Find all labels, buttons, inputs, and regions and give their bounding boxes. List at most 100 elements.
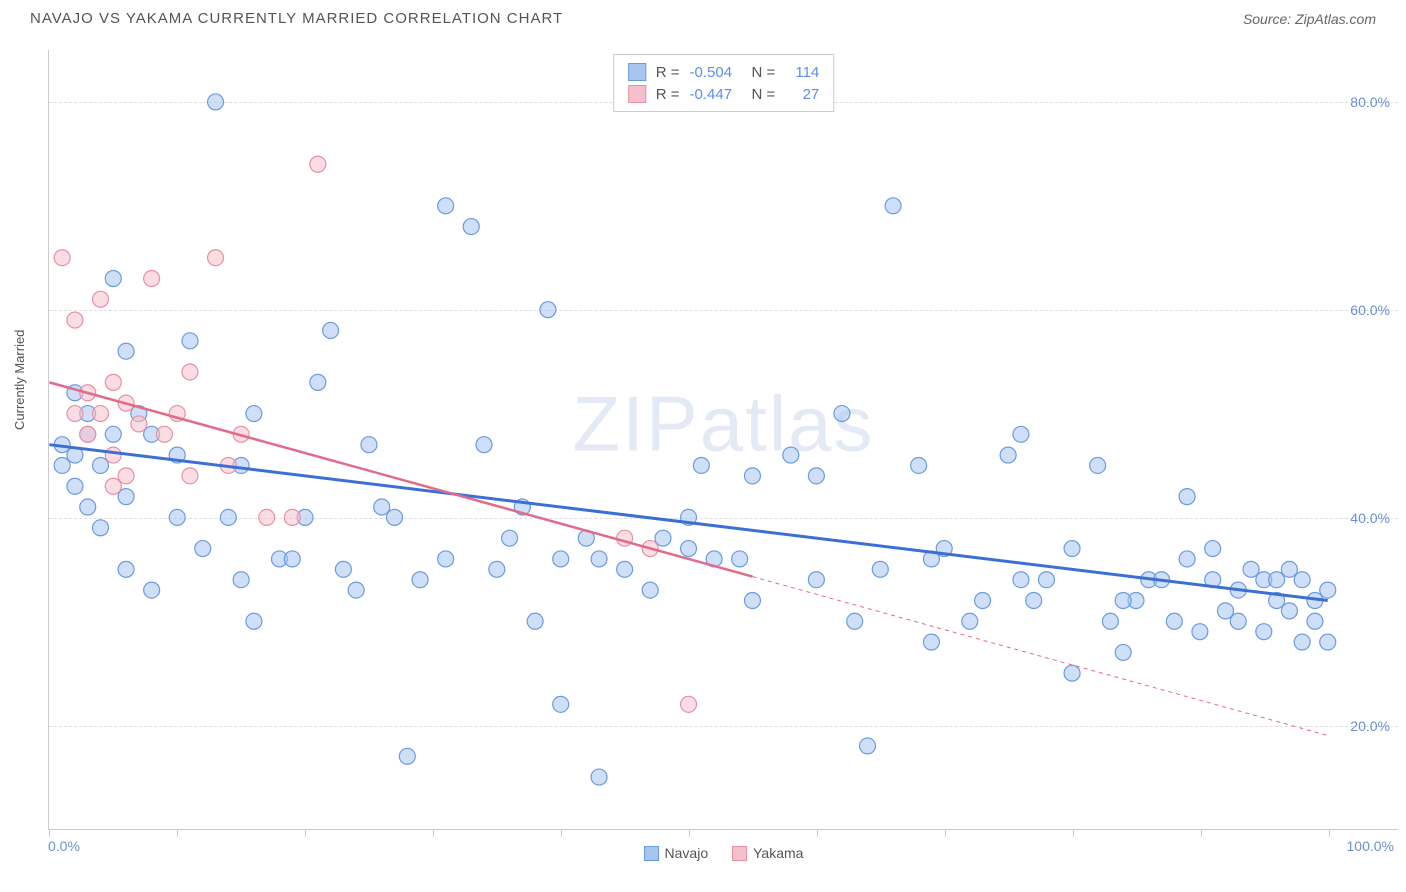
- data-point: [1000, 447, 1016, 463]
- data-point: [80, 499, 96, 515]
- data-point: [54, 457, 70, 473]
- data-point: [208, 94, 224, 110]
- data-point: [105, 447, 121, 463]
- data-point: [808, 468, 824, 484]
- data-point: [1038, 572, 1054, 588]
- data-point: [617, 561, 633, 577]
- legend-swatch: [732, 846, 747, 861]
- data-point: [693, 457, 709, 473]
- data-point: [1013, 426, 1029, 442]
- data-point: [284, 551, 300, 567]
- data-point: [195, 541, 211, 557]
- data-point: [118, 489, 134, 505]
- data-point: [591, 769, 607, 785]
- trend-line-solid: [49, 382, 752, 576]
- x-tick: [1329, 829, 1330, 837]
- data-point: [208, 250, 224, 266]
- legend-series-label: Yakama: [753, 845, 803, 861]
- data-point: [387, 509, 403, 525]
- data-point: [1179, 489, 1195, 505]
- data-point: [1307, 613, 1323, 629]
- data-point: [105, 374, 121, 390]
- data-point: [681, 696, 697, 712]
- source-label: Source: ZipAtlas.com: [1243, 11, 1376, 27]
- data-point: [105, 426, 121, 442]
- data-point: [310, 374, 326, 390]
- data-point: [182, 333, 198, 349]
- data-point: [438, 198, 454, 214]
- data-point: [1166, 613, 1182, 629]
- legend-series-box: Navajo Yakama: [644, 845, 804, 861]
- data-point: [1281, 603, 1297, 619]
- data-point: [1243, 561, 1259, 577]
- data-point: [246, 406, 262, 422]
- x-tick: [49, 829, 50, 837]
- data-point: [1320, 634, 1336, 650]
- legend-series-item: Yakama: [732, 845, 803, 861]
- r-value: -0.447: [690, 86, 742, 103]
- data-point: [463, 219, 479, 235]
- data-point: [962, 613, 978, 629]
- legend-stats-box: R = -0.504 N = 114 R = -0.447 N = 27: [613, 54, 835, 112]
- data-point: [233, 572, 249, 588]
- data-point: [284, 509, 300, 525]
- data-point: [93, 406, 109, 422]
- data-point: [527, 613, 543, 629]
- data-point: [374, 499, 390, 515]
- x-tick: [689, 829, 690, 837]
- legend-series-item: Navajo: [644, 845, 709, 861]
- data-point: [1205, 541, 1221, 557]
- data-point: [1090, 457, 1106, 473]
- data-point: [438, 551, 454, 567]
- data-point: [67, 312, 83, 328]
- chart-title: NAVAJO VS YAKAMA CURRENTLY MARRIED CORRE…: [30, 10, 563, 27]
- data-point: [67, 406, 83, 422]
- n-label: N =: [752, 86, 776, 103]
- x-tick: [561, 829, 562, 837]
- data-point: [1192, 624, 1208, 640]
- data-point: [246, 613, 262, 629]
- data-point: [911, 457, 927, 473]
- data-point: [681, 541, 697, 557]
- data-point: [169, 509, 185, 525]
- data-point: [118, 343, 134, 359]
- legend-stat-row: R = -0.504 N = 114: [628, 61, 820, 83]
- x-axis-max-label: 100.0%: [1347, 838, 1394, 854]
- x-tick: [817, 829, 818, 837]
- data-point: [118, 561, 134, 577]
- data-point: [847, 613, 863, 629]
- data-point: [182, 364, 198, 380]
- legend-swatch: [628, 63, 646, 81]
- data-point: [1269, 572, 1285, 588]
- r-value: -0.504: [690, 64, 742, 81]
- n-value: 114: [785, 64, 819, 81]
- data-point: [540, 302, 556, 318]
- data-point: [1064, 541, 1080, 557]
- data-point: [348, 582, 364, 598]
- data-point: [642, 582, 658, 598]
- data-point: [872, 561, 888, 577]
- data-point: [412, 572, 428, 588]
- n-value: 27: [785, 86, 819, 103]
- data-point: [1230, 613, 1246, 629]
- data-point: [67, 478, 83, 494]
- x-tick: [305, 829, 306, 837]
- data-point: [259, 509, 275, 525]
- data-point: [1256, 624, 1272, 640]
- data-point: [1013, 572, 1029, 588]
- data-point: [732, 551, 748, 567]
- data-point: [1064, 665, 1080, 681]
- data-point: [502, 530, 518, 546]
- x-axis-min-label: 0.0%: [48, 838, 80, 854]
- data-point: [93, 520, 109, 536]
- data-point: [1115, 593, 1131, 609]
- data-point: [834, 406, 850, 422]
- data-point: [1294, 572, 1310, 588]
- scatter-svg: [49, 50, 1398, 829]
- data-point: [105, 271, 121, 287]
- x-tick: [177, 829, 178, 837]
- data-point: [591, 551, 607, 567]
- data-point: [975, 593, 991, 609]
- data-point: [923, 634, 939, 650]
- x-tick: [1073, 829, 1074, 837]
